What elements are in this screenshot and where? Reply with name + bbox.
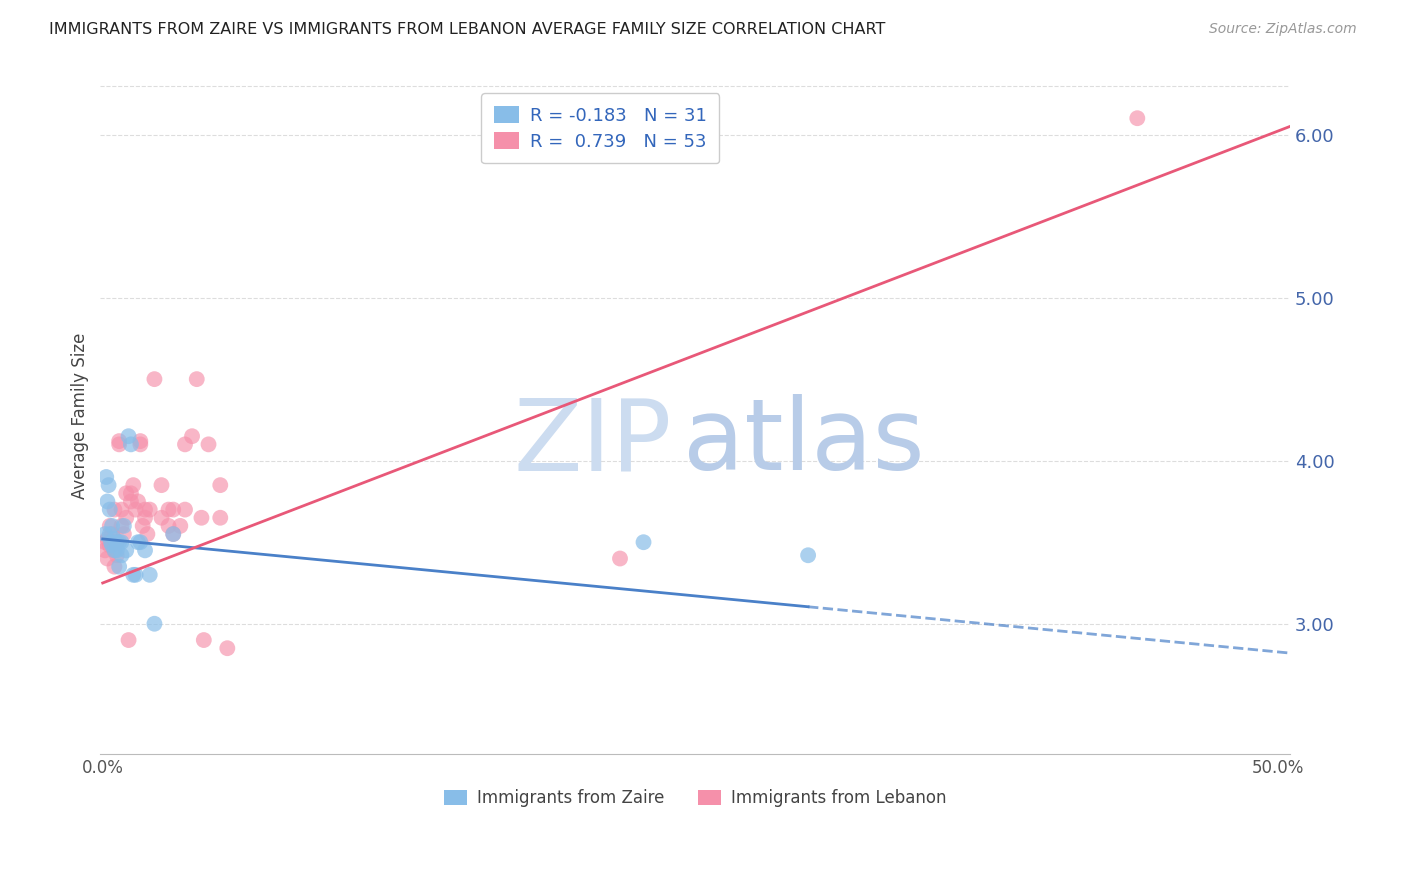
Point xyxy=(193,633,215,648)
Point xyxy=(127,494,149,508)
Point xyxy=(127,535,149,549)
Point xyxy=(150,478,173,492)
Point xyxy=(122,478,145,492)
Point xyxy=(94,535,117,549)
Point xyxy=(115,510,138,524)
Point xyxy=(110,548,132,562)
Point xyxy=(97,478,120,492)
Point xyxy=(94,543,117,558)
Point xyxy=(96,532,118,546)
Point xyxy=(115,543,138,558)
Point xyxy=(98,502,121,516)
Point xyxy=(120,494,142,508)
Point xyxy=(169,519,191,533)
Point xyxy=(103,559,125,574)
Text: atlas: atlas xyxy=(683,394,925,491)
Point xyxy=(96,470,118,484)
Point xyxy=(120,486,142,500)
Point xyxy=(117,633,139,648)
Point xyxy=(101,539,124,553)
Point xyxy=(98,539,121,553)
Point xyxy=(101,535,124,549)
Point xyxy=(157,519,180,533)
Text: Source: ZipAtlas.com: Source: ZipAtlas.com xyxy=(1209,22,1357,37)
Point xyxy=(197,437,219,451)
Text: ZIP: ZIP xyxy=(513,394,672,491)
Point xyxy=(174,502,197,516)
Point xyxy=(103,543,125,558)
Point xyxy=(110,535,132,549)
Point xyxy=(105,543,128,558)
Point xyxy=(103,502,125,516)
Point xyxy=(98,527,121,541)
Point xyxy=(138,502,160,516)
Point xyxy=(124,567,146,582)
Point xyxy=(162,527,184,541)
Y-axis label: Average Family Size: Average Family Size xyxy=(72,333,89,499)
Point xyxy=(117,429,139,443)
Point xyxy=(143,616,166,631)
Point xyxy=(217,641,239,656)
Point xyxy=(96,494,118,508)
Point xyxy=(96,551,118,566)
Point xyxy=(105,535,128,549)
Point xyxy=(174,437,197,451)
Point xyxy=(143,372,166,386)
Point xyxy=(1126,112,1149,126)
Point xyxy=(124,502,146,516)
Point xyxy=(209,510,232,524)
Point xyxy=(101,519,124,533)
Point xyxy=(209,478,232,492)
Point xyxy=(110,519,132,533)
Point xyxy=(100,535,122,549)
Point xyxy=(108,559,131,574)
Point xyxy=(103,543,125,558)
Point xyxy=(122,567,145,582)
Point xyxy=(101,527,124,541)
Point xyxy=(138,567,160,582)
Point xyxy=(105,535,128,549)
Point xyxy=(108,437,131,451)
Point xyxy=(108,535,131,549)
Point xyxy=(797,548,820,562)
Point xyxy=(131,519,153,533)
Point xyxy=(115,486,138,500)
Point xyxy=(134,543,156,558)
Point xyxy=(120,437,142,451)
Point xyxy=(129,434,152,449)
Point xyxy=(136,527,159,541)
Point xyxy=(129,437,152,451)
Point xyxy=(150,510,173,524)
Point xyxy=(162,502,184,516)
Point xyxy=(105,548,128,562)
Point xyxy=(110,502,132,516)
Point xyxy=(129,535,152,549)
Point xyxy=(134,510,156,524)
Point xyxy=(108,434,131,449)
Point xyxy=(609,551,631,566)
Point xyxy=(112,519,135,533)
Point xyxy=(112,527,135,541)
Point xyxy=(181,429,204,443)
Point xyxy=(162,527,184,541)
Point xyxy=(94,527,117,541)
Point xyxy=(98,519,121,533)
Point xyxy=(103,532,125,546)
Legend: Immigrants from Zaire, Immigrants from Lebanon: Immigrants from Zaire, Immigrants from L… xyxy=(437,782,953,814)
Point xyxy=(186,372,208,386)
Point xyxy=(157,502,180,516)
Point xyxy=(190,510,212,524)
Point xyxy=(134,502,156,516)
Point xyxy=(633,535,655,549)
Text: IMMIGRANTS FROM ZAIRE VS IMMIGRANTS FROM LEBANON AVERAGE FAMILY SIZE CORRELATION: IMMIGRANTS FROM ZAIRE VS IMMIGRANTS FROM… xyxy=(49,22,886,37)
